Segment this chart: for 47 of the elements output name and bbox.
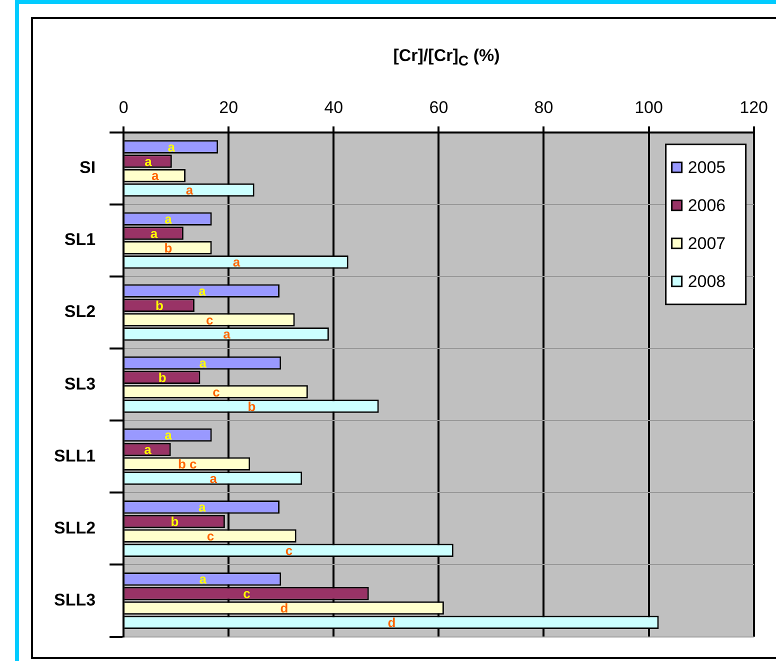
data-label: b c [178, 456, 197, 472]
y-tick-label: SLL2 [54, 518, 96, 538]
data-label: a [164, 211, 173, 226]
data-label: a [199, 356, 208, 371]
data-label: c [212, 384, 220, 400]
x-axis-title: [Cr]/[Cr]$_{C}$ (%) [392, 46, 501, 70]
data-label: a [164, 428, 173, 443]
data-label: a [232, 254, 241, 270]
data-label: c [285, 542, 293, 558]
data-label: b [164, 240, 172, 256]
y-tick-label: SLL1 [54, 446, 96, 466]
legend-label: 2008 [688, 272, 726, 292]
legend-label: 2007 [688, 234, 726, 254]
data-label: d [388, 614, 396, 630]
data-label: a [186, 182, 194, 198]
x-tick-label: 80 [534, 98, 554, 117]
data-label: a [150, 226, 158, 241]
x-tick-label: 60 [429, 98, 448, 117]
data-label: d [280, 600, 288, 616]
data-label: a [198, 500, 206, 515]
y-tick-label: SL2 [64, 302, 96, 322]
x-tick-label: 20 [219, 98, 238, 117]
data-label: a [210, 470, 218, 486]
x-tick-label: 120 [740, 98, 768, 117]
y-tick-label: SL3 [64, 374, 96, 394]
y-tick-label: SLL3 [54, 590, 96, 610]
data-label: c [206, 312, 214, 328]
legend-label: 2005 [688, 158, 726, 178]
data-label: c [243, 586, 250, 602]
x-tick-label: 40 [324, 98, 344, 117]
data-label: c [206, 528, 214, 544]
y-tick-label: SI [80, 158, 96, 178]
data-label: b [248, 398, 256, 414]
legend-label: 2006 [688, 196, 726, 216]
data-label: a [223, 326, 232, 342]
data-label: a [144, 154, 153, 169]
data-label: a [151, 168, 160, 184]
data-label: a [168, 139, 176, 154]
data-label: a [199, 572, 208, 587]
x-tick-label: 100 [634, 98, 663, 117]
data-label: b [158, 370, 166, 385]
data-label: b [170, 514, 179, 530]
x-tick-label: 0 [118, 98, 128, 117]
data-label: a [144, 442, 152, 458]
y-tick-label: SL1 [64, 230, 96, 250]
data-label: a [198, 284, 206, 299]
data-label: b [156, 298, 164, 313]
